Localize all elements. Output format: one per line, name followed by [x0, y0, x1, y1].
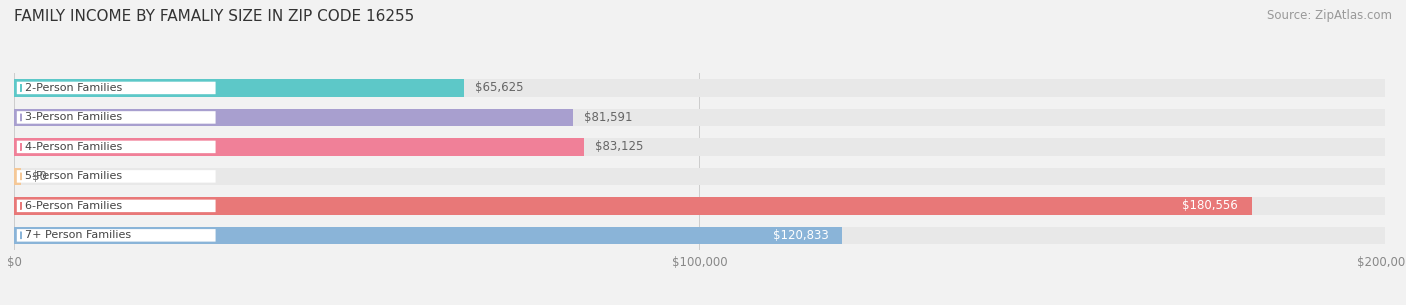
- Bar: [14, 227, 842, 244]
- Text: 2-Person Families: 2-Person Families: [25, 83, 122, 93]
- Text: 7+ Person Families: 7+ Person Families: [25, 230, 131, 240]
- FancyBboxPatch shape: [17, 111, 215, 124]
- Text: 4-Person Families: 4-Person Families: [25, 142, 122, 152]
- Text: 5-Person Families: 5-Person Families: [25, 171, 122, 181]
- Bar: [14, 79, 464, 97]
- Bar: [14, 109, 574, 126]
- Text: $180,556: $180,556: [1182, 199, 1237, 212]
- Bar: [14, 109, 1385, 126]
- Text: $65,625: $65,625: [475, 81, 523, 95]
- Text: $0: $0: [32, 170, 46, 183]
- FancyBboxPatch shape: [17, 141, 215, 153]
- FancyBboxPatch shape: [17, 229, 215, 242]
- Bar: [14, 138, 583, 156]
- Text: FAMILY INCOME BY FAMALIY SIZE IN ZIP CODE 16255: FAMILY INCOME BY FAMALIY SIZE IN ZIP COD…: [14, 9, 415, 24]
- FancyBboxPatch shape: [17, 82, 215, 94]
- Bar: [14, 197, 1251, 215]
- FancyBboxPatch shape: [17, 170, 215, 183]
- Bar: [14, 227, 1385, 244]
- Text: 3-Person Families: 3-Person Families: [25, 113, 122, 122]
- Bar: [14, 167, 1385, 185]
- Text: $81,591: $81,591: [585, 111, 633, 124]
- Bar: [14, 79, 1385, 97]
- Bar: [14, 138, 1385, 156]
- Text: $120,833: $120,833: [773, 229, 828, 242]
- Text: $83,125: $83,125: [595, 140, 643, 153]
- Bar: [14, 197, 1385, 215]
- Text: Source: ZipAtlas.com: Source: ZipAtlas.com: [1267, 9, 1392, 22]
- Text: 6-Person Families: 6-Person Families: [25, 201, 122, 211]
- FancyBboxPatch shape: [17, 200, 215, 212]
- Bar: [14, 167, 21, 185]
